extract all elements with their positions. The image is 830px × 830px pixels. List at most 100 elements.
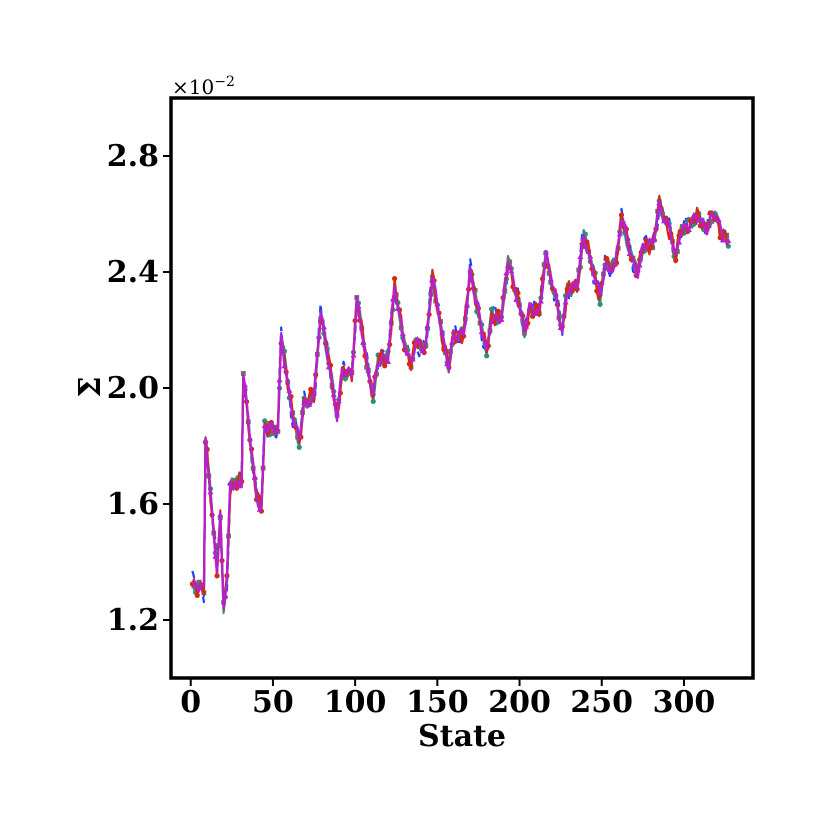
series-5-marker	[685, 226, 692, 232]
series-3-marker	[265, 421, 271, 426]
series-5-marker	[463, 302, 470, 308]
series-4-marker	[717, 235, 723, 241]
series-3-marker	[240, 371, 246, 376]
series-5-marker	[389, 295, 396, 302]
series-5-marker	[715, 216, 722, 222]
series-5-marker	[380, 352, 387, 358]
x-tick-label: 50	[252, 685, 294, 720]
series-5-marker	[370, 389, 377, 396]
y-tick-label: 1.2	[107, 603, 159, 638]
series-5-marker	[320, 323, 327, 330]
series-1-line	[191, 201, 730, 604]
series-5-marker	[197, 584, 204, 590]
series-5-marker	[385, 358, 392, 365]
series-5-marker	[340, 370, 347, 377]
plot-frame	[169, 96, 755, 680]
series-5-marker	[241, 381, 248, 388]
series-5-marker	[202, 436, 209, 443]
series-5-marker	[271, 426, 278, 433]
series-5-marker	[335, 397, 342, 404]
y-scale-offset-label: ×10−2	[172, 74, 235, 99]
series-5-marker	[567, 286, 574, 292]
series-5-marker	[434, 300, 441, 307]
series-5-marker	[562, 298, 569, 305]
series-5-marker	[459, 327, 465, 333]
series-4-marker	[406, 361, 412, 367]
series-5-marker	[306, 401, 313, 407]
series-5-marker	[281, 362, 288, 369]
series-5-marker	[651, 236, 658, 242]
series-2-marker	[370, 398, 376, 404]
series-5-marker	[680, 222, 687, 229]
series-4-marker	[214, 573, 220, 579]
series-3	[191, 200, 730, 605]
series-3-marker	[231, 477, 236, 483]
series-5-marker	[666, 222, 673, 229]
x-tick-label: 200	[488, 685, 551, 720]
series-5-marker	[720, 236, 727, 243]
series-2-marker	[597, 301, 603, 307]
series-5	[191, 199, 732, 610]
series-5-marker	[325, 363, 332, 370]
series-4-marker	[697, 223, 703, 229]
x-tick-label: 0	[180, 685, 201, 720]
series-3-marker	[605, 265, 611, 271]
series-5-marker	[315, 332, 322, 339]
series-5-marker	[473, 298, 480, 305]
series-5-marker	[227, 479, 234, 486]
series-5-marker	[429, 275, 436, 282]
y-tick-label: 2.0	[107, 371, 159, 406]
series-5-marker	[676, 238, 683, 245]
series-5-marker	[631, 260, 638, 267]
y-tick-label: 2.4	[107, 255, 159, 290]
x-axis-label: State	[418, 719, 506, 754]
series-5-marker	[656, 199, 663, 206]
axes: 0 50 100 150 200 250 300 1.2 1.6 2.0 2.4 2.8	[107, 96, 755, 720]
series-2-marker	[484, 353, 490, 359]
series-5-marker	[552, 289, 559, 296]
series-4-marker	[308, 386, 314, 392]
series-3-marker	[492, 315, 498, 321]
series-5-marker	[661, 217, 668, 224]
series-3-marker	[236, 483, 241, 488]
series-5-marker	[705, 222, 712, 228]
series-5-marker	[449, 338, 456, 345]
series-5-marker	[483, 344, 490, 350]
series-5-marker	[725, 237, 732, 244]
series-5-marker	[454, 335, 461, 342]
series-5-marker	[222, 592, 229, 598]
series-5-marker	[616, 230, 623, 237]
series-5-marker	[695, 217, 702, 223]
series-5-marker	[503, 269, 510, 276]
series-5-marker	[518, 308, 525, 314]
series-5-marker	[602, 263, 609, 270]
series-4-marker	[382, 363, 388, 369]
series-5-marker	[478, 328, 485, 334]
series-5-marker	[508, 267, 515, 274]
series-5-marker	[409, 355, 416, 362]
series-5-marker	[577, 253, 584, 259]
series-5-marker	[261, 422, 268, 429]
series-5-marker	[291, 421, 298, 427]
series-5-marker	[700, 220, 707, 227]
series-5-marker	[360, 339, 367, 345]
series-4-marker	[648, 244, 654, 250]
series-5-marker	[597, 289, 604, 296]
series-5-marker	[671, 246, 678, 252]
series-5-marker	[212, 553, 219, 559]
series-5-marker	[207, 488, 214, 495]
series-4-marker	[594, 288, 600, 294]
y-tick-label: 1.6	[107, 487, 159, 522]
series-5-marker	[330, 391, 337, 398]
series-5-marker	[394, 305, 401, 311]
series-5-marker	[582, 243, 589, 249]
series-5-marker	[542, 249, 549, 256]
series-5-marker	[375, 361, 382, 367]
series-5-marker	[311, 389, 318, 396]
series-3-marker	[709, 218, 715, 224]
series-5-marker	[690, 211, 697, 218]
series-5-marker	[557, 324, 564, 331]
series-5-marker	[345, 365, 352, 372]
series-3-line	[191, 200, 730, 604]
